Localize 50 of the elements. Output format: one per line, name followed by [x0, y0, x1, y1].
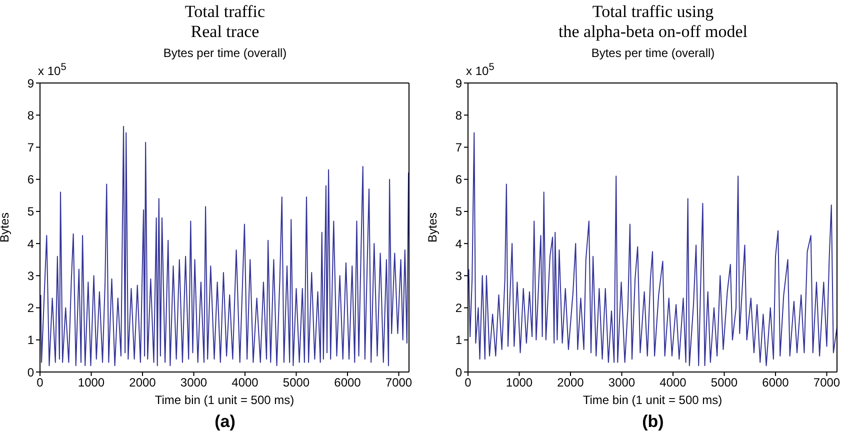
y-tick-label: 3 — [455, 268, 462, 283]
y-tick-label: 8 — [27, 108, 34, 122]
x-tick-label: 3000 — [180, 376, 208, 390]
x-tick-label: 7000 — [385, 376, 412, 390]
y-tick-label: 2 — [455, 301, 462, 316]
x-tick-label: 5000 — [710, 376, 738, 390]
y-tick-label: 5 — [27, 204, 34, 219]
y-tick-label: 0 — [455, 365, 462, 380]
y-tick-label: 3 — [27, 268, 34, 283]
x-tick-label: 5000 — [282, 376, 310, 390]
x-tick-label: 4000 — [232, 376, 259, 390]
x-tick-label: 6000 — [334, 376, 362, 390]
y-tick-label: 7 — [455, 140, 462, 154]
x-tick-label: 1000 — [78, 376, 105, 390]
chart-title: Total traffic Real trace — [184, 2, 266, 42]
y-tick-label: 1 — [27, 333, 34, 348]
y-tick-label: 4 — [455, 236, 462, 251]
y-tick-label: 6 — [27, 172, 34, 187]
x-tick-label: 6000 — [762, 376, 790, 390]
x-tick-label: 4000 — [660, 376, 687, 390]
y-tick-label: 9 — [455, 76, 462, 90]
chart-title: Total traffic using the alpha-beta on-off model — [558, 2, 748, 42]
chart-subtitle: Bytes per time (overall) — [590, 46, 716, 60]
x-tick-label: 2000 — [557, 376, 584, 390]
x-tick-label: 2000 — [129, 376, 156, 390]
chart-subtitle: Bytes per time (overall) — [162, 46, 288, 60]
line-series — [40, 126, 409, 366]
y-tick-label: 7 — [27, 140, 34, 154]
x-tick-label: 0 — [36, 376, 44, 390]
x-axis-title: Time bin (1 unit = 500 ms) — [582, 393, 722, 407]
text: (b) — [641, 412, 665, 432]
y-tick-label: 9 — [27, 76, 34, 90]
y-tick-label: 5 — [455, 204, 462, 219]
line-series — [468, 132, 837, 366]
x-tick-label: 1000 — [506, 376, 533, 390]
x-axis-title: Time bin (1 unit = 500 ms) — [154, 393, 294, 407]
x-tick-label: 0 — [464, 376, 472, 390]
text: x 10$^{5}$ — [38, 62, 66, 78]
x-tick-label: 3000 — [608, 376, 636, 390]
text: x 10$^{5}$ — [466, 62, 494, 78]
y-axis-title: Bytes — [425, 212, 440, 243]
y-tick-label: 1 — [455, 333, 462, 348]
text: (a) — [214, 412, 236, 432]
y-tick-label: 2 — [27, 301, 34, 316]
y-tick-label: 4 — [27, 236, 34, 251]
y-tick-label: 0 — [27, 365, 34, 380]
y-axis-title: Bytes — [0, 212, 12, 243]
y-tick-label: 8 — [455, 108, 462, 122]
y-tick-label: 6 — [455, 172, 462, 187]
x-tick-label: 7000 — [813, 376, 840, 390]
